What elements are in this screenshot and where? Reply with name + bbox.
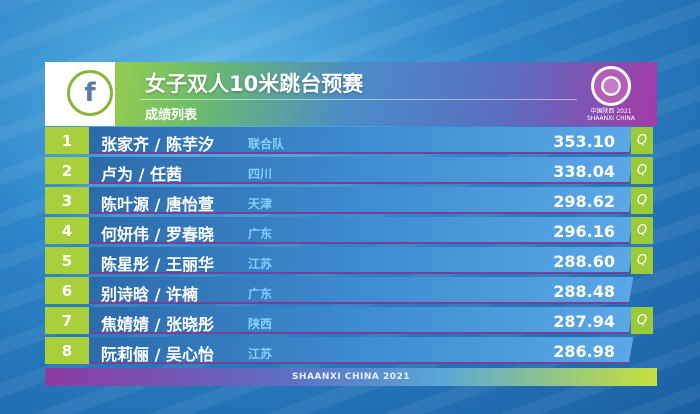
rank: 4 xyxy=(45,217,89,244)
result-row: 5 陈星彤 / 王丽华 江苏 288.60 Q xyxy=(45,246,657,276)
rank: 2 xyxy=(45,157,89,184)
result-row: 3 陈叶源 / 唐怡萱 天津 298.62 Q xyxy=(45,186,657,216)
athlete-names: 张家齐 / 陈芋汐 xyxy=(101,135,214,154)
result-row: 1 张家齐 / 陈芋汐 联合队 353.10 Q xyxy=(45,126,657,156)
team: 广东 xyxy=(248,287,273,301)
score: 286.98 xyxy=(553,342,615,361)
score: 353.10 xyxy=(553,132,615,151)
rank: 6 xyxy=(45,277,89,304)
qualified-badge: Q xyxy=(631,127,653,154)
result-row: 8 阮莉俪 / 吴心怡 江苏 286.98 xyxy=(45,336,657,366)
score: 296.16 xyxy=(553,222,615,241)
results-list: 1 张家齐 / 陈芋汐 联合队 353.10 Q 2 卢为 / 任茜 四川 338… xyxy=(45,126,657,366)
event-subtitle: 成绩列表 xyxy=(145,108,198,123)
qualified-badge: Q xyxy=(631,187,653,214)
athlete-names: 陈叶源 / 唐怡萱 xyxy=(101,195,214,214)
rank: 8 xyxy=(45,337,89,364)
athlete-names: 阮莉俪 / 吴心怡 xyxy=(101,345,214,364)
team: 广东 xyxy=(248,227,273,241)
footer-banner: SHAANXI CHINA 2021 xyxy=(45,368,657,386)
games-emblem xyxy=(591,66,631,106)
athlete-names: 卢为 / 任茜 xyxy=(101,165,182,184)
result-row: 6 别诗晗 / 许楠 广东 288.48 xyxy=(45,276,657,306)
score: 288.60 xyxy=(553,252,615,271)
result-row: 7 焦婧婧 / 张晓彤 陕西 287.94 Q xyxy=(45,306,657,336)
emblem-text: 中国陕西 2021 SHAANXI CHINA xyxy=(586,108,636,122)
board-header: f 女子双人10米跳台预赛 成绩列表 中国陕西 2021 SHAANXI CHI… xyxy=(45,62,657,126)
logo-box: f xyxy=(45,62,115,126)
team: 联合队 xyxy=(248,137,285,151)
score: 298.62 xyxy=(553,192,615,211)
athlete-names: 陈星彤 / 王丽华 xyxy=(101,255,214,274)
athlete-names: 别诗晗 / 许楠 xyxy=(101,285,198,304)
qualified-badge: Q xyxy=(631,307,653,334)
diving-logo: f xyxy=(67,70,113,116)
qualified-badge: Q xyxy=(631,217,653,244)
team: 江苏 xyxy=(248,347,273,361)
team: 天津 xyxy=(248,197,273,211)
result-row: 4 何妍伟 / 罗春晓 广东 296.16 Q xyxy=(45,216,657,246)
event-title: 女子双人10米跳台预赛 xyxy=(145,72,364,96)
divider xyxy=(140,99,577,100)
qualified-badge: Q xyxy=(631,157,653,184)
qualified-badge: Q xyxy=(631,247,653,274)
athlete-names: 焦婧婧 / 张晓彤 xyxy=(101,315,214,334)
score: 338.04 xyxy=(553,162,615,181)
athlete-names: 何妍伟 / 罗春晓 xyxy=(101,225,214,244)
score: 287.94 xyxy=(553,312,615,331)
score: 288.48 xyxy=(553,282,615,301)
result-row: 2 卢为 / 任茜 四川 338.04 Q xyxy=(45,156,657,186)
rank: 7 xyxy=(45,307,89,334)
rank: 5 xyxy=(45,247,89,274)
results-board: f 女子双人10米跳台预赛 成绩列表 中国陕西 2021 SHAANXI CHI… xyxy=(45,62,657,386)
team: 陕西 xyxy=(248,317,273,331)
team: 四川 xyxy=(248,167,273,181)
team: 江苏 xyxy=(248,257,273,271)
rank: 1 xyxy=(45,127,89,154)
rank: 3 xyxy=(45,187,89,214)
